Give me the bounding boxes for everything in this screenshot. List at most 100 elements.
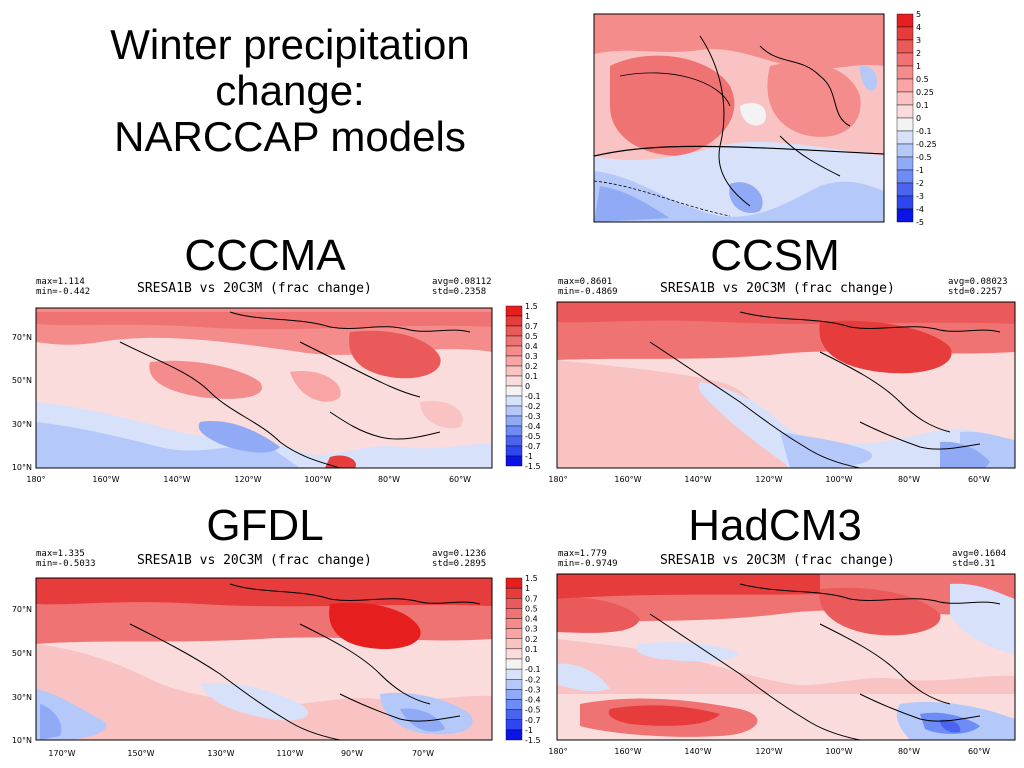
gfdl-std-label: std=0.2895 [432,559,486,569]
colorbar-cell [896,156,914,171]
colorbar-cell [896,117,914,132]
ccsm-xtick: 60°W [968,475,990,484]
gfdl-y-ticks: 70°N 50°N 30°N 10°N [12,605,32,745]
cccma-xtick: 80°W [378,475,400,484]
ccsm-std-label: std=0.2257 [948,287,1002,297]
colorbar-label: 1 [916,62,921,71]
colorbar-cell [896,52,914,67]
colorbar-label: -0.2 [525,402,541,411]
gfdl-xtick: 110°W [276,749,303,758]
cccma-xtick: 140°W [163,475,190,484]
ccsm-xtick: 140°W [684,475,711,484]
gfdl-panel: max=1.335 min=-0.5033 SRESA1B vs 20C3M (… [0,544,541,766]
cccma-min-label: min=-0.442 [36,287,90,297]
colorbar-label: 0.4 [525,615,538,624]
colorbar-cell [896,182,914,197]
colorbar-label: 1 [525,584,530,593]
colorbar-label: 1.5 [525,574,538,583]
colorbar-cell [896,26,914,41]
ccsm-avg-label: avg=0.08023 [948,277,1008,287]
colorbar-label: 0.1 [525,372,538,381]
colorbar-label: -0.3 [525,685,541,694]
cccma-y-ticks: 70°N 50°N 30°N 10°N [12,333,32,472]
ccsm-xtick: 180° [548,475,567,484]
top-colorbar: 5 4 3 2 1 0.5 0.25 0.1 0 -0.1 -0.25 -0.5 -1 -2 -3 -4 -5 [896,10,937,227]
colorbar-cell [505,455,523,467]
cccma-ytick: 50°N [12,376,32,385]
gfdl-max-label: max=1.335 [36,549,85,559]
cccma-std-label: std=0.2358 [432,287,486,297]
gfdl-xtick: 170°W [48,749,75,758]
colorbar-label: -4 [916,205,924,214]
colorbar-label: -0.5 [916,153,932,162]
cccma-title: SRESA1B vs 20C3M (frac change) [137,281,372,296]
colorbar-label: 0.4 [525,342,538,351]
colorbar-label: 0 [525,382,530,391]
top-map-panel: 5 4 3 2 1 0.5 0.25 0.1 0 -0.1 -0.25 -0.5 -1 -2 -3 -4 -5 [580,6,960,228]
ccsm-panel: max=0.8601 min=-0.4869 SRESA1B vs 20C3M … [520,272,1020,494]
top-map-field [594,14,884,222]
slide-title: Winter precipitation change: NARCCAP mod… [40,22,540,160]
gfdl-field [36,578,492,740]
gfdl-xtick: 90°W [341,749,363,758]
hadcm3-title: SRESA1B vs 20C3M (frac change) [660,553,895,568]
gfdl-ytick: 30°N [12,693,32,702]
colorbar-cell [896,65,914,80]
hadcm3-svg: max=1.779 min=-0.9749 SRESA1B vs 20C3M (… [548,549,1016,756]
cccma-xtick: 120°W [234,475,261,484]
colorbar-label: 1 [525,312,530,321]
hadcm3-xtick: 100°W [825,747,852,756]
ccsm-max-label: max=0.8601 [558,277,612,287]
gfdl-avg-label: avg=0.1236 [432,549,486,559]
colorbar-label: 1.5 [525,302,538,311]
hadcm3-xtick: 180° [548,747,567,756]
ccsm-svg: max=0.8601 min=-0.4869 SRESA1B vs 20C3M … [548,277,1016,484]
ccsm-field [557,302,1015,468]
colorbar-label: 0.2 [525,362,538,371]
colorbar-label: -0.1 [525,392,541,401]
cccma-xtick: 160°W [92,475,119,484]
hadcm3-xtick: 120°W [755,747,782,756]
colorbar-label: -1 [916,166,924,175]
colorbar-label: 0.7 [525,594,538,603]
cccma-avg-label: avg=0.08112 [432,277,492,287]
hadcm3-x-ticks: 180° 160°W 140°W 120°W 100°W 80°W 60°W [548,747,990,756]
cccma-field [36,308,492,468]
gfdl-colorbar: 1.510.70.50.40.30.20.10-0.1-0.2-0.3-0.4-… [505,574,541,745]
hadcm3-xtick: 60°W [968,747,990,756]
colorbar-label: -0.2 [525,675,541,684]
hadcm3-xtick: 140°W [684,747,711,756]
colorbar-label: 2 [916,49,921,58]
colorbar-label: -0.3 [525,412,541,421]
colorbar-label: 4 [916,23,921,32]
gfdl-xtick: 150°W [127,749,154,758]
colorbar-cell [896,39,914,54]
cccma-colorbar: 1.510.70.50.40.30.20.10-0.1-0.2-0.3-0.4-… [505,302,541,471]
colorbar-label: 0.1 [525,645,538,654]
colorbar-cell [896,91,914,106]
colorbar-cell [896,195,914,210]
colorbar-label: 0.3 [525,352,538,361]
colorbar-label: -5 [916,218,924,227]
colorbar-label: 0 [916,114,921,123]
colorbar-cell [896,78,914,93]
colorbar-label: -3 [916,192,924,201]
colorbar-label: -0.7 [525,716,541,725]
ccsm-xtick: 120°W [755,475,782,484]
ccsm-xtick: 80°W [898,475,920,484]
colorbar-label: -1.5 [525,736,541,745]
colorbar-label: -1.5 [525,462,541,471]
hadcm3-xtick: 160°W [614,747,641,756]
colorbar-label: -1 [525,452,533,461]
gfdl-ytick: 50°N [12,649,32,658]
cccma-xtick: 100°W [304,475,331,484]
colorbar-label: -0.25 [916,140,937,149]
colorbar-cell [896,169,914,184]
colorbar-cell [505,729,523,741]
colorbar-label: 0.2 [525,635,538,644]
colorbar-label: 0.5 [916,75,929,84]
title-line-3: NARCCAP models [114,113,466,160]
gfdl-x-ticks: 170°W 150°W 130°W 110°W 90°W 70°W [48,749,434,758]
gfdl-xtick: 70°W [412,749,434,758]
hadcm3-max-label: max=1.779 [558,549,607,559]
